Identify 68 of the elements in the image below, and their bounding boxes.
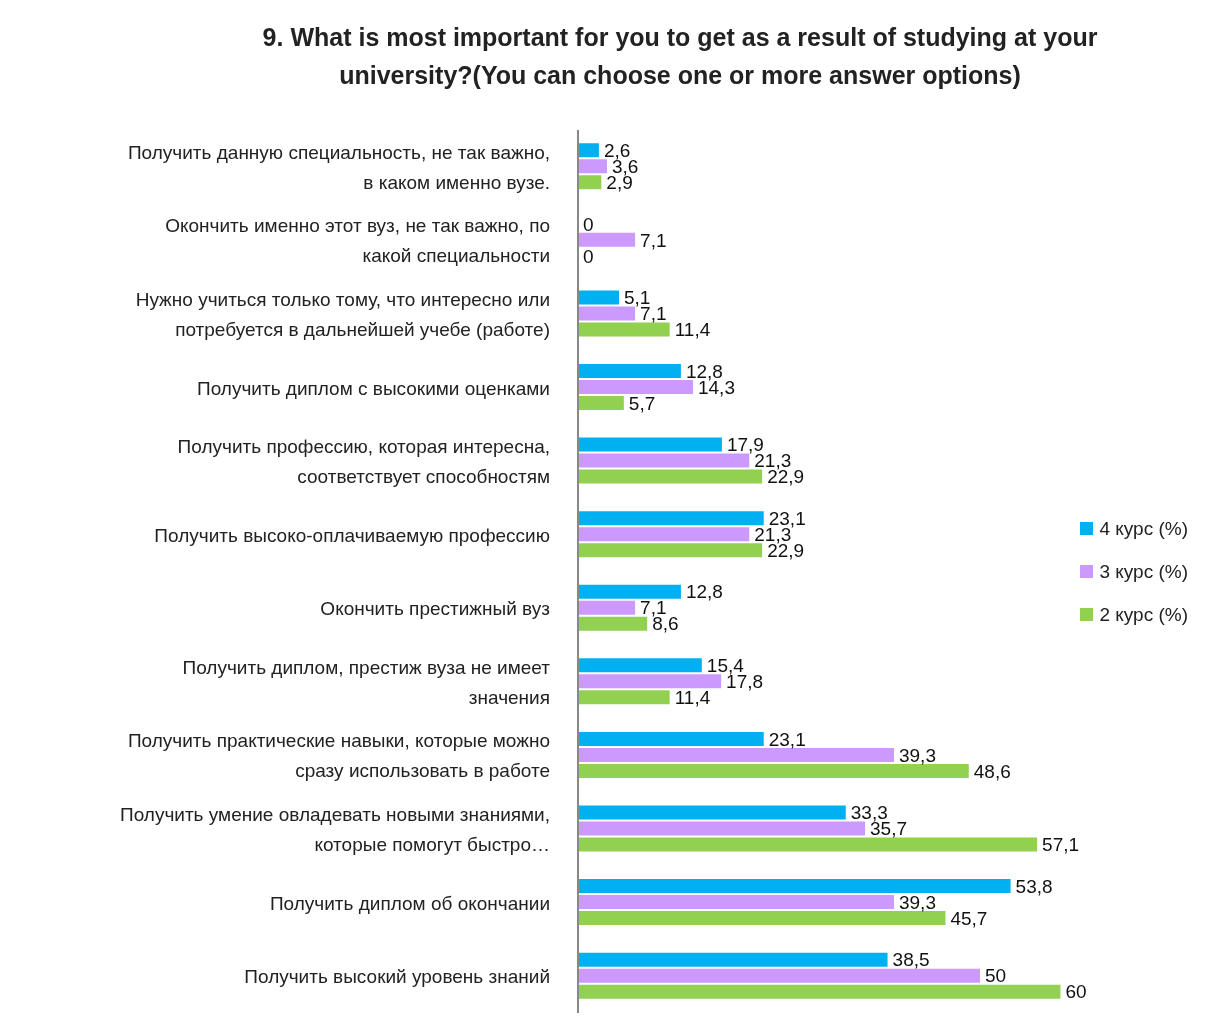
bar [578,674,722,689]
bar [578,290,620,305]
bar [578,763,969,778]
bar [578,143,599,158]
data-label: 11,4 [674,687,711,709]
data-label: 23,1 [768,728,806,750]
bar [578,658,702,673]
y-tick-label: Нужно учиться только тому, что интересно или потребуется в дальнейшей учебе (работе) [135,288,550,340]
bar [578,469,763,484]
data-label: 50 [985,965,1007,987]
bar [578,364,681,378]
y-tick-label: Получить диплом об окончании [269,892,550,914]
data-label: 57,1 [1042,834,1080,856]
y-tick-label: Получить практические навыки, которые можно сразу использовать в работе [127,729,550,781]
bar [578,968,981,983]
bar [578,175,602,190]
data-label: 7,1 [640,229,667,251]
bar [578,543,763,558]
bar [578,322,670,337]
data-label: 12,8 [685,581,723,603]
bar [578,837,1038,852]
bar [578,527,750,542]
bar [578,805,846,820]
data-label: 53,8 [1015,875,1053,897]
y-tick-label: Получить диплом с высокими оценками [197,377,550,399]
bar [578,437,722,452]
data-label: 5,7 [628,392,656,414]
bar [578,731,764,746]
bar [578,380,693,394]
chart-title: 9. What is most important for you to get as a result of studying at your university?(You can choose one or more answer options) [261,22,1099,91]
data-label: 38,5 [892,949,930,971]
bar [578,821,866,836]
y-tick-label: Окончить престижный вуз [320,597,550,619]
data-label: 48,6 [973,760,1011,782]
y-tick-label: Получить профессию, которая интересна, соответствует способностям [177,435,550,487]
legend-label: 3 курс (%) [1099,560,1188,583]
legend-label: 4 курс (%) [1099,517,1188,540]
data-label: 45,7 [950,907,988,929]
bar [578,879,1011,894]
data-label: 39,3 [899,744,936,766]
bar [578,396,624,410]
bar [578,232,636,247]
y-tick-label: Получить высокий уровень знаний [244,965,550,987]
data-label: 0 [583,245,594,267]
bar [578,453,750,468]
y-tick-label: Получить данную специальность, не так важно, в каком именно вузе. [127,141,550,193]
bar [578,895,894,910]
bar [578,616,648,631]
bar [578,690,670,705]
bar [578,952,888,967]
data-label: 60 [1065,981,1087,1003]
data-label: 0 [583,213,594,235]
data-label: 11,4 [674,319,711,341]
y-tick-label: Получить умение овладевать новыми знаниями, которые помогут быстро… [120,803,550,855]
bar [578,600,636,615]
bar [578,911,946,926]
bar [578,584,681,599]
y-tick-label: Получить высоко-оплачиваемую профессию [154,524,550,546]
bar [578,511,764,526]
legend-label: 2 курс (%) [1099,603,1188,626]
data-label: 7,1 [640,303,667,325]
data-label: 39,3 [899,891,936,913]
y-tick-label: Получить диплом, престиж вуза не имеет значения [182,656,551,708]
bar [578,984,1061,999]
y-tick-label: Окончить именно этот вуз, не так важно, по какой специальности [165,214,550,266]
bar [578,159,607,174]
bar [578,747,894,762]
bar [578,306,636,321]
